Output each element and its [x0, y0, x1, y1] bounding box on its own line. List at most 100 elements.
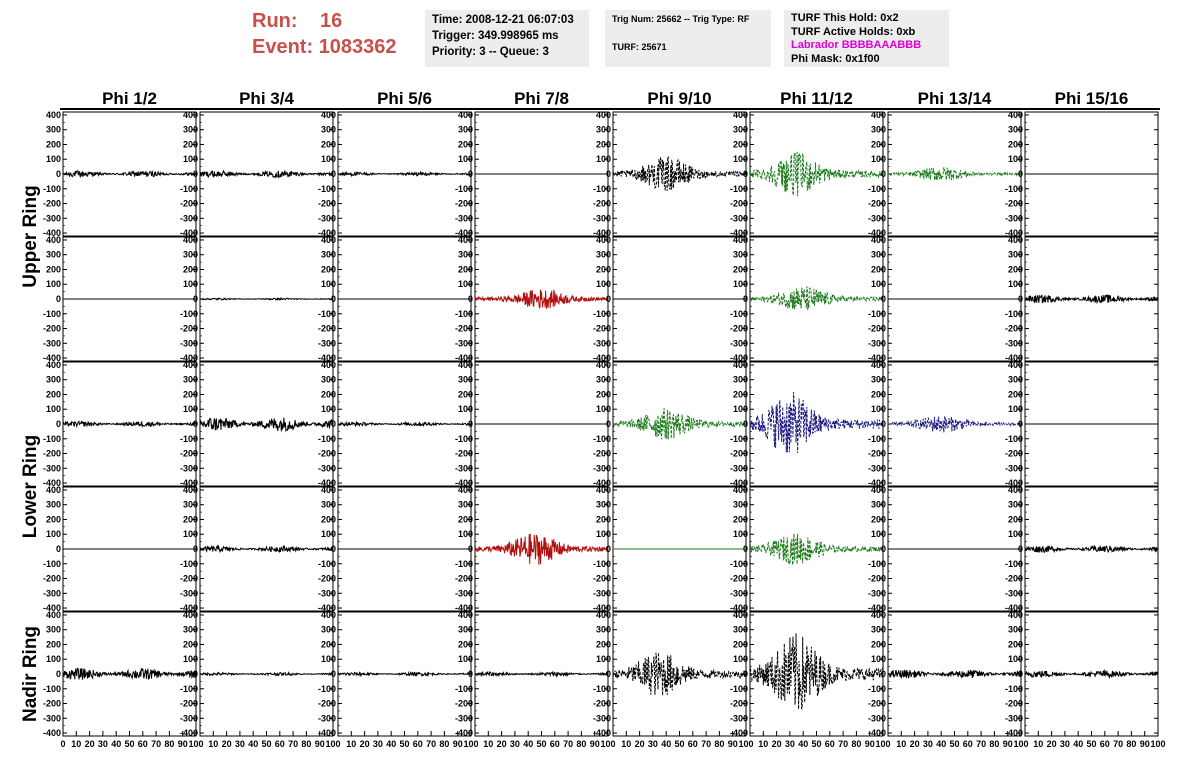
y-tick-label: 0: [881, 419, 886, 429]
y-tick-label: -400: [593, 228, 611, 238]
y-tick-label: -400: [730, 353, 748, 363]
y-tick-label: -400: [43, 728, 61, 738]
waveform-trace: [62, 667, 197, 680]
waveform-trace: [199, 544, 334, 554]
y-tick-label: 300: [1008, 125, 1023, 135]
y-tick-label: -400: [318, 603, 336, 613]
y-tick-label: 100: [596, 654, 611, 664]
y-tick-label: 0: [468, 294, 473, 304]
y-tick-label: -100: [593, 434, 611, 444]
y-tick-label: -100: [593, 309, 611, 319]
y-tick-label: 400: [458, 610, 473, 620]
y-tick-label: 400: [733, 110, 748, 120]
y-tick-label: 200: [596, 264, 611, 274]
panel-r3-c5: 400 300 200 100 0 -100 -200 -300 -400: [593, 360, 747, 488]
y-tick-label: 0: [881, 669, 886, 679]
y-tick-label: -300: [730, 713, 748, 723]
y-tick-label: -300: [1005, 463, 1023, 473]
y-tick-label: 200: [183, 264, 198, 274]
panel-r2-c4: 400 300 200 100 0 -100 -200 -300 -400: [455, 235, 609, 363]
y-tick-label: -400: [455, 603, 473, 613]
y-tick-label: 200: [321, 139, 336, 149]
y-tick-label: 200: [733, 514, 748, 524]
panel-r4-c8: 400 300 200 100 0 -100 -200 -300 -400: [1005, 485, 1159, 613]
y-tick-label: 400: [46, 485, 61, 495]
y-tick-label: -200: [1005, 699, 1023, 709]
y-tick-label: 400: [1008, 235, 1023, 245]
panel-r3-c2: 400 300 200 100 0 -100 -200 -300 -400: [180, 360, 334, 488]
y-tick-label: 300: [458, 375, 473, 385]
y-tick-label: 100: [321, 654, 336, 664]
y-tick-label: -400: [455, 228, 473, 238]
x-tick-label: 20: [772, 739, 782, 749]
x-tick-label: 100: [875, 739, 890, 749]
turf-this-hold-text: TURF This Hold: 0x2: [791, 12, 899, 24]
y-tick-label: 400: [733, 235, 748, 245]
y-tick-label: 400: [183, 235, 198, 245]
waveform-trace: [199, 296, 334, 301]
y-tick-label: -300: [593, 338, 611, 348]
y-tick-label: -200: [593, 449, 611, 459]
y-tick-label: -200: [868, 699, 886, 709]
x-tick-label: 40: [248, 739, 258, 749]
y-tick-label: 100: [458, 404, 473, 414]
x-tick-label: 20: [85, 739, 95, 749]
time-text: Time: 2008-12-21 06:07:03: [432, 14, 574, 26]
panel-r5-c7: 400 300 200 100 0 -100 -200 -300 -400: [868, 610, 1022, 738]
y-tick-label: -200: [730, 699, 748, 709]
y-tick-label: 0: [331, 169, 336, 179]
waveform-trace: [612, 652, 747, 696]
y-tick-label: -400: [593, 728, 611, 738]
y-tick-label: -400: [730, 228, 748, 238]
y-tick-label: 100: [183, 654, 198, 664]
y-tick-label: -400: [43, 478, 61, 488]
x-tick-label: 100: [1150, 739, 1165, 749]
waveform-trace: [887, 669, 1022, 679]
waveform-trace: [199, 417, 334, 433]
y-tick-label: -400: [180, 353, 198, 363]
y-tick-label: -300: [43, 463, 61, 473]
y-tick-label: -100: [318, 434, 336, 444]
x-tick-label: 40: [936, 739, 946, 749]
y-tick-label: -100: [868, 309, 886, 319]
y-tick-label: 100: [458, 154, 473, 164]
y-tick-label: 400: [458, 110, 473, 120]
y-tick-label: -400: [318, 353, 336, 363]
y-tick-label: -200: [868, 449, 886, 459]
y-tick-label: -300: [593, 713, 611, 723]
panel-r3-c1: 400 300 200 100 0 -100 -200 -300 -400: [43, 360, 197, 488]
y-tick-label: -100: [455, 434, 473, 444]
y-tick-label: -300: [318, 338, 336, 348]
x-tick-label: 40: [386, 739, 396, 749]
y-tick-label: -300: [1005, 213, 1023, 223]
y-tick-label: 400: [183, 485, 198, 495]
panel-r3-c8: 400 300 200 100 0 -100 -200 -300 -400: [1005, 360, 1159, 488]
phi-title-7: Phi 13/14: [918, 89, 992, 108]
y-tick-label: 300: [321, 250, 336, 260]
y-tick-label: 300: [1008, 250, 1023, 260]
y-tick-label: 300: [321, 125, 336, 135]
panel-r1-c5: 400 300 200 100 0 -100 -200 -300 -400: [593, 110, 747, 238]
y-tick-label: 100: [596, 529, 611, 539]
run-event-title: Run: 16 Event: 1083362: [252, 8, 412, 60]
x-tick-label: 30: [373, 739, 383, 749]
x-tick-label: 80: [714, 739, 724, 749]
waveform-trace: [749, 633, 884, 710]
y-tick-label: 200: [871, 264, 886, 274]
x-tick-label: 70: [701, 739, 711, 749]
y-tick-label: 0: [881, 544, 886, 554]
y-tick-label: -100: [43, 684, 61, 694]
y-tick-label: -300: [455, 713, 473, 723]
y-tick-label: -100: [868, 684, 886, 694]
waveform-trace: [337, 170, 472, 178]
y-tick-label: -200: [318, 199, 336, 209]
y-tick-label: -200: [455, 699, 473, 709]
y-tick-label: 100: [321, 404, 336, 414]
x-tick-label: 80: [1126, 739, 1136, 749]
y-tick-label: 300: [46, 500, 61, 510]
y-tick-label: 0: [468, 544, 473, 554]
y-tick-label: 0: [881, 169, 886, 179]
y-tick-label: 400: [733, 610, 748, 620]
y-tick-label: 100: [596, 154, 611, 164]
x-tick-label: 60: [138, 739, 148, 749]
